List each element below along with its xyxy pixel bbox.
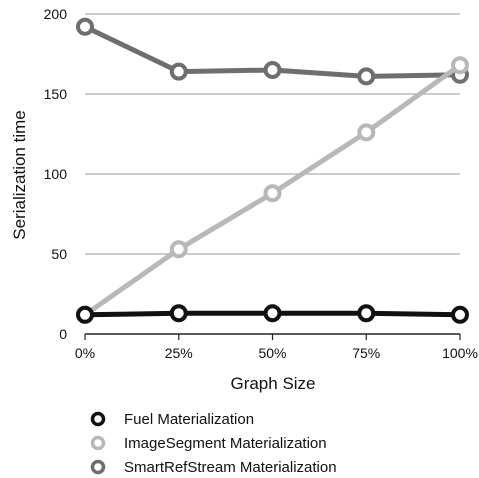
y-tick-label: 50 [51,246,67,262]
data-point [169,62,188,81]
y-tick-label: 100 [44,166,68,182]
data-point [357,123,376,142]
x-tick-label: 25% [165,345,193,361]
x-axis-ticks: 0% 25% 50% 75% 100% [75,334,478,361]
data-point [76,17,94,36]
data-point [451,56,469,75]
y-tick-label: 200 [44,6,68,22]
legend-item: Fuel Materialization [90,411,254,428]
legend-marker [90,459,106,475]
data-point [263,184,282,203]
x-tick-label: 50% [258,345,286,361]
legend-item: ImageSegment Materialization [90,435,327,452]
data-point [263,61,282,79]
legend: Fuel Materialization ImageSegment Materia… [90,411,337,476]
data-point [169,304,188,323]
y-tick-label: 0 [59,326,67,342]
x-tick-label: 75% [352,345,380,361]
legend-marker [90,411,106,427]
series-smartrefstream-materialization [76,17,469,86]
x-tick-label: 0% [75,345,95,361]
legend-label: ImageSegment Materialization [124,435,327,452]
data-point [451,305,469,324]
series-imagesegment-materialization [76,56,469,324]
data-point [76,305,94,324]
legend-marker [90,435,106,451]
legend-label: Fuel Materialization [124,411,254,428]
series-lines [76,17,469,324]
data-point [357,304,376,323]
y-axis-ticks: 0 50 100 150 200 [44,6,68,342]
x-tick-label: 100% [442,345,478,361]
series-fuel-materialization [76,304,469,324]
y-axis-title: Serialization time [10,110,29,239]
legend-label: SmartRefStream Materialization [124,459,337,476]
legend-item: SmartRefStream Materialization [90,459,337,476]
data-point [169,240,188,259]
data-point [263,304,282,323]
x-axis-title: Graph Size [230,374,315,393]
data-point [357,67,376,86]
y-tick-label: 150 [44,86,68,102]
